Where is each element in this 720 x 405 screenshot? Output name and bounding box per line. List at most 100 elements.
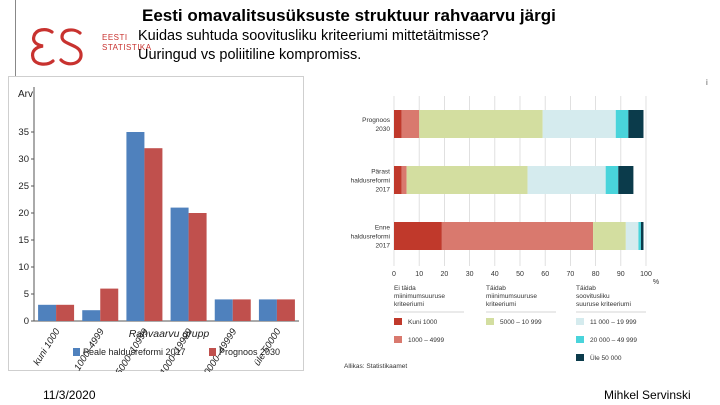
legend-group-heading: Täidab [576, 285, 596, 292]
x-tick-label: 30 [466, 271, 474, 278]
x-tick-label: 10 [415, 271, 423, 278]
legend-label: Üle 50 000 [590, 354, 622, 362]
x-tick-label: 60 [541, 271, 549, 278]
category-label: Pärast [371, 169, 390, 176]
y-tick-label: 0 [24, 316, 29, 327]
left-vertical-rule [15, 0, 16, 105]
x-tick-label: 70 [567, 271, 575, 278]
stacked-segment [618, 166, 634, 194]
legend-label: 5000 – 10 999 [500, 319, 542, 326]
y-tick-label: 15 [18, 235, 29, 246]
category-label: Enne [375, 225, 391, 232]
corner-mark: i [706, 78, 708, 87]
y-tick-label: 30 [18, 154, 29, 165]
x-tick-label: 40 [491, 271, 499, 278]
category-label: haldusreformi [351, 234, 390, 241]
legend-label: 1000 – 4999 [408, 337, 445, 344]
stacked-segment [394, 222, 442, 250]
bar-series-1 [82, 310, 101, 321]
bar-series-2 [276, 299, 295, 321]
legend-label-series-2: Prognoos 2030 [219, 347, 280, 357]
stacked-segment [394, 110, 402, 138]
y-tick-label: 20 [18, 208, 29, 219]
bar-series-1 [258, 299, 277, 321]
subtitle-line-1: Kuidas suhtuda soovitusliku kriteeriumi … [138, 28, 489, 44]
stacked-segment [593, 222, 626, 250]
x-tick-label: 0 [392, 271, 396, 278]
legend-label: Kuni 1000 [408, 319, 438, 326]
bar-series-2 [56, 304, 75, 321]
stacked-segment [625, 222, 639, 250]
x-tick-label: 20 [441, 271, 449, 278]
page-title: Eesti omavalitsusüksuste struktuur rahva… [142, 6, 556, 25]
category-label: 2017 [376, 243, 391, 250]
legend-group-heading: miinimumsuuruse [486, 293, 537, 300]
bar-series-1 [170, 207, 189, 321]
right-chart-frame: 0 10 20 30 40 50 60 70 80 90 100% Prognoos 2030 Päras… [340, 88, 662, 378]
legend-swatch [394, 336, 402, 343]
bar-series-1 [126, 132, 145, 321]
x-tick-label: 90 [617, 271, 625, 278]
legend-swatch-series-1 [73, 348, 80, 356]
x-unit-label: % [653, 279, 659, 286]
legend-label-series-1: Peale haldusreformi 2017 [83, 347, 186, 357]
stacked-segment [527, 166, 606, 194]
stacked-segment [628, 110, 644, 138]
category-label: 2017 [376, 187, 391, 194]
es-logo-icon [30, 28, 83, 66]
legend-swatch-series-2 [209, 348, 216, 356]
stacked-segment [605, 166, 619, 194]
bar-series-1 [38, 304, 57, 321]
bar-series-2 [232, 299, 251, 321]
x-tick-label: kuni 1000 [31, 326, 63, 367]
footer-date: 11/3/2020 [43, 388, 96, 402]
subtitle-line-2: Uuringud vs poliitiline kompromiss. [138, 47, 362, 63]
stacked-segment [406, 166, 528, 194]
logo-line-1: EESTI [102, 33, 128, 42]
stacked-segment [615, 110, 629, 138]
bar-series-2 [144, 148, 163, 321]
legend-swatch [486, 318, 494, 325]
category-label: 2030 [376, 126, 391, 133]
x-tick-label: 80 [592, 271, 600, 278]
chart-source: Allikas: Statistikaamet [344, 363, 407, 370]
legend-group-heading: soovitusliku [576, 293, 610, 300]
x-axis-label: Rahvaarvu grupp [129, 328, 210, 340]
x-tick-label: 100 [640, 271, 652, 278]
legend-group-heading: kriteeriumi [394, 301, 424, 308]
stacked-segment [542, 110, 616, 138]
bar-series-2 [188, 213, 207, 321]
stacked-segment [401, 166, 407, 194]
x-tick-label: 50 [516, 271, 524, 278]
y-tick-label: 5 [24, 289, 29, 300]
legend-group-heading: miinimumsuuruse [394, 293, 445, 300]
legend-group-heading: kriteeriumi [486, 301, 516, 308]
right-stacked-bar-chart: 0 10 20 30 40 50 60 70 80 90 100%Prognoos2030Päras… [344, 96, 659, 370]
category-label: haldusreformi [351, 178, 390, 185]
legend-group-heading: Ei täida [394, 285, 416, 292]
left-chart-frame: Arv 0 5 10 15 20 25 30 35 kuni 1000 1000–4999 5000–… [8, 76, 304, 383]
y-tick-label: 25 [18, 181, 29, 192]
logo: EESTI STATISTIKA [28, 22, 151, 70]
y-tick-label: 35 [18, 127, 29, 138]
legend-swatch [576, 336, 584, 343]
stacked-segment [441, 222, 594, 250]
footer-author: Mihkel Servinski [604, 388, 691, 402]
logo-line-2: STATISTIKA [102, 43, 152, 52]
legend-label: 11 000 – 19 999 [590, 319, 637, 326]
legend-swatch [576, 354, 584, 361]
legend-label: 20 000 – 49 999 [590, 337, 637, 344]
stacked-segment [401, 110, 420, 138]
stacked-segment [394, 166, 402, 194]
legend-swatch [576, 318, 584, 325]
category-label: Prognoos [362, 117, 391, 124]
legend-group-heading: suuruse kriteeriumi [576, 301, 631, 308]
y-axis-label: Arv [18, 89, 33, 100]
stacked-segment [419, 110, 543, 138]
legend-swatch [394, 318, 402, 325]
y-tick-label: 10 [18, 262, 29, 273]
legend-group-heading: Täidab [486, 285, 506, 292]
bar-series-2 [100, 288, 119, 321]
stacked-segment [638, 222, 641, 250]
